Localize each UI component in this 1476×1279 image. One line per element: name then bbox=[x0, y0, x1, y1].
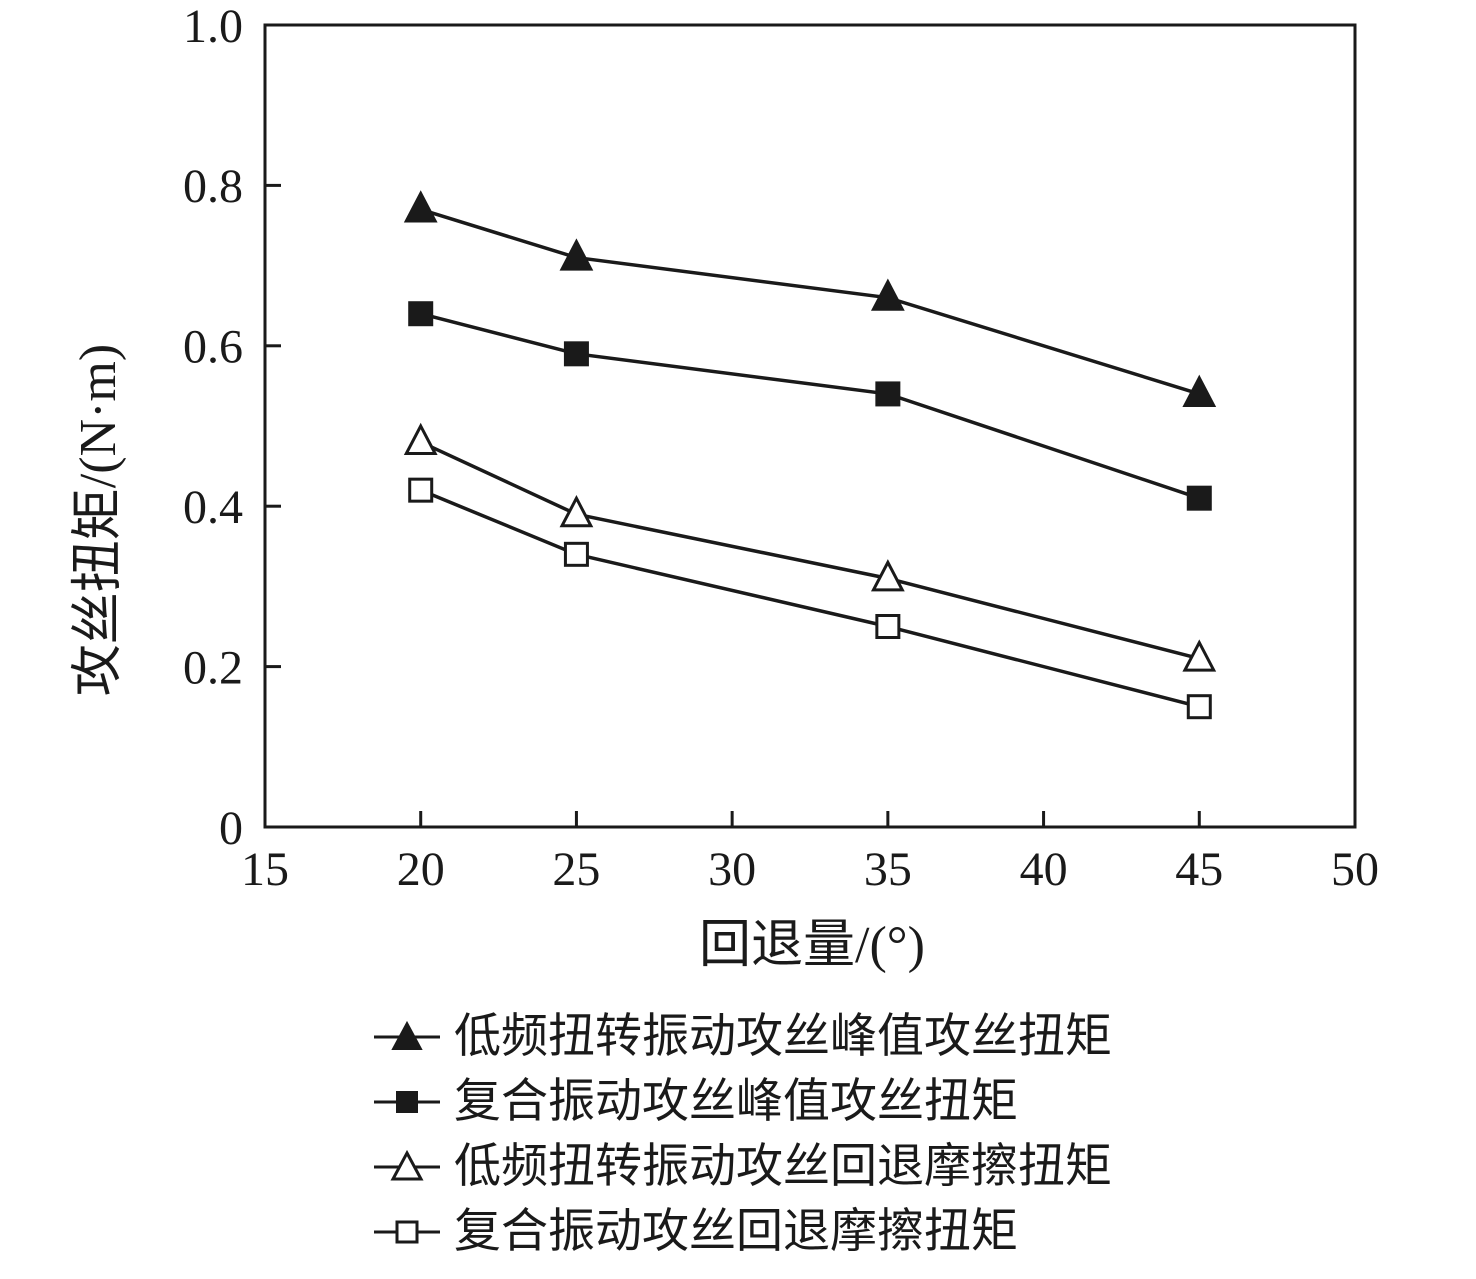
y-axis-label: 攻丝扭矩/(N·m) bbox=[70, 344, 127, 696]
legend-marker-square-filled-icon bbox=[374, 1091, 440, 1113]
svg-text:15: 15 bbox=[241, 843, 289, 896]
legend-marker-triangle-filled-icon bbox=[374, 1020, 440, 1050]
chart-legend: 低频扭转振动攻丝峰值攻丝扭矩 复合振动攻丝峰值攻丝扭矩 低频扭转振动攻丝回退摩擦… bbox=[372, 1008, 1112, 1261]
svg-text:40: 40 bbox=[1020, 843, 1068, 896]
legend-marker-square-open-icon bbox=[374, 1220, 440, 1244]
tapping-torque-line-chart: 攻丝扭矩/(N·m) 回退量/(°) 15 20 25 30 35 40 45 50 0 0.2 0… bbox=[70, 0, 1379, 974]
legend-item: 复合振动攻丝回退摩擦扭矩 bbox=[372, 1203, 1112, 1261]
svg-text:0.8: 0.8 bbox=[183, 160, 243, 213]
legend-label: 复合振动攻丝峰值攻丝扭矩 bbox=[454, 1076, 1018, 1128]
legend-label: 复合振动攻丝回退摩擦扭矩 bbox=[454, 1206, 1018, 1258]
legend-item: 复合振动攻丝峰值攻丝扭矩 bbox=[372, 1073, 1112, 1131]
svg-text:20: 20 bbox=[397, 843, 445, 896]
x-axis-label: 回退量/(°) bbox=[699, 917, 925, 974]
svg-text:50: 50 bbox=[1331, 843, 1379, 896]
legend-item: 低频扭转振动攻丝峰值攻丝扭矩 bbox=[372, 1008, 1112, 1066]
svg-text:30: 30 bbox=[708, 843, 756, 896]
legend-item: 低频扭转振动攻丝回退摩擦扭矩 bbox=[372, 1138, 1112, 1196]
svg-text:0.6: 0.6 bbox=[183, 321, 243, 374]
svg-text:25: 25 bbox=[552, 843, 600, 896]
legend-label: 低频扭转振动攻丝回退摩擦扭矩 bbox=[454, 1141, 1112, 1193]
svg-text:45: 45 bbox=[1175, 843, 1223, 896]
svg-text:0.2: 0.2 bbox=[183, 641, 243, 694]
svg-text:0.4: 0.4 bbox=[183, 481, 243, 534]
svg-text:1.0: 1.0 bbox=[183, 0, 243, 53]
svg-text:35: 35 bbox=[864, 843, 912, 896]
svg-text:0: 0 bbox=[219, 802, 243, 855]
legend-label: 低频扭转振动攻丝峰值攻丝扭矩 bbox=[454, 1011, 1112, 1063]
legend-marker-triangle-open-icon bbox=[374, 1149, 440, 1181]
